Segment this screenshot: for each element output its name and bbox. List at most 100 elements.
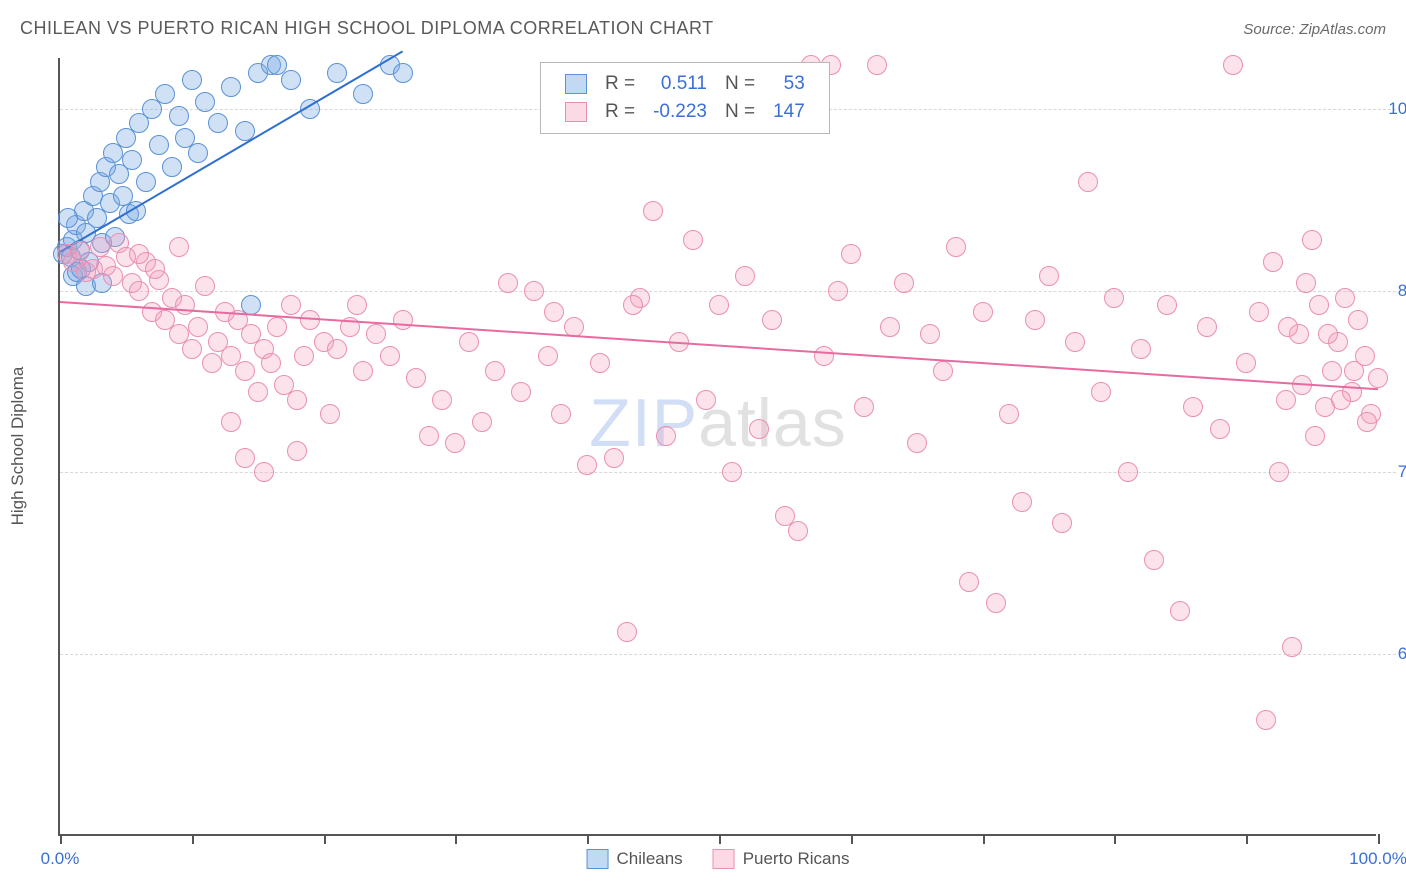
scatter-point xyxy=(281,295,301,315)
scatter-point xyxy=(254,462,274,482)
scatter-point xyxy=(1309,295,1329,315)
scatter-point xyxy=(511,382,531,402)
scatter-point xyxy=(182,70,202,90)
y-tick-label: 100.0% xyxy=(1388,99,1406,119)
scatter-point xyxy=(749,419,769,439)
scatter-point xyxy=(393,63,413,83)
scatter-point xyxy=(762,310,782,330)
scatter-point xyxy=(1276,390,1296,410)
scatter-point xyxy=(683,230,703,250)
scatter-point xyxy=(1157,295,1177,315)
scatter-point xyxy=(1210,419,1230,439)
scatter-point xyxy=(235,448,255,468)
scatter-point xyxy=(1078,172,1098,192)
watermark-zip: ZIP xyxy=(589,385,698,461)
scatter-point xyxy=(735,266,755,286)
scatter-point xyxy=(1331,390,1351,410)
scatter-point xyxy=(538,346,558,366)
watermark-atlas: atlas xyxy=(698,385,847,461)
scatter-point xyxy=(643,201,663,221)
y-tick-label: 87.5% xyxy=(1398,281,1406,301)
n-value: 53 xyxy=(765,71,813,97)
chart-title: CHILEAN VS PUERTO RICAN HIGH SCHOOL DIPL… xyxy=(20,18,714,39)
scatter-point xyxy=(1197,317,1217,337)
scatter-point xyxy=(366,324,386,344)
source-prefix: Source: xyxy=(1243,21,1299,38)
legend-label: Puerto Ricans xyxy=(743,849,850,869)
r-value: 0.511 xyxy=(645,71,715,97)
scatter-point xyxy=(188,143,208,163)
scatter-point xyxy=(577,455,597,475)
x-tick xyxy=(587,834,589,844)
scatter-point xyxy=(1249,302,1269,322)
x-tick-label: 0.0% xyxy=(41,849,80,869)
scatter-point xyxy=(175,295,195,315)
scatter-point xyxy=(999,404,1019,424)
x-tick xyxy=(455,834,457,844)
scatter-point xyxy=(287,441,307,461)
gridline xyxy=(60,291,1396,292)
scatter-point xyxy=(70,241,90,261)
scatter-point xyxy=(347,295,367,315)
scatter-point xyxy=(1025,310,1045,330)
scatter-point xyxy=(1183,397,1203,417)
correlation-legend: R =0.511N =53R =-0.223N =147 xyxy=(540,62,830,134)
scatter-point xyxy=(590,353,610,373)
scatter-point xyxy=(867,55,887,75)
scatter-point xyxy=(604,448,624,468)
scatter-point xyxy=(136,172,156,192)
scatter-point xyxy=(90,237,110,257)
scatter-point xyxy=(208,113,228,133)
scatter-point xyxy=(1296,273,1316,293)
y-axis-label: High School Diploma xyxy=(8,367,28,526)
scatter-point xyxy=(920,324,940,344)
scatter-point xyxy=(327,339,347,359)
scatter-point xyxy=(709,295,729,315)
gridline xyxy=(60,654,1396,655)
scatter-point xyxy=(544,302,564,322)
scatter-point xyxy=(1223,55,1243,75)
legend-label: Chileans xyxy=(617,849,683,869)
scatter-point xyxy=(221,77,241,97)
scatter-point xyxy=(432,390,452,410)
series-legend: Chileans Puerto Ricans xyxy=(587,849,850,869)
scatter-plot-area: ZIPatlas 62.5%75.0%87.5%100.0%0.0%100.0%… xyxy=(58,58,1376,836)
scatter-point xyxy=(235,361,255,381)
scatter-point xyxy=(1131,339,1151,359)
scatter-point xyxy=(129,244,149,264)
scatter-point xyxy=(195,276,215,296)
scatter-point xyxy=(129,281,149,301)
scatter-point xyxy=(195,92,215,112)
scatter-point xyxy=(287,390,307,410)
x-tick xyxy=(851,834,853,844)
scatter-point xyxy=(472,412,492,432)
r-value: -0.223 xyxy=(645,99,715,125)
scatter-point xyxy=(1269,462,1289,482)
x-tick xyxy=(192,834,194,844)
scatter-point xyxy=(1318,324,1338,344)
scatter-point xyxy=(162,157,182,177)
scatter-point xyxy=(294,346,314,366)
source-link[interactable]: ZipAtlas.com xyxy=(1299,21,1386,38)
scatter-point xyxy=(722,462,742,482)
scatter-point xyxy=(1144,550,1164,570)
scatter-point xyxy=(188,317,208,337)
scatter-point xyxy=(393,310,413,330)
n-label: N = xyxy=(717,71,763,97)
scatter-point xyxy=(353,84,373,104)
legend-swatch xyxy=(713,849,735,869)
scatter-point xyxy=(1335,288,1355,308)
scatter-point xyxy=(973,302,993,322)
scatter-point xyxy=(103,266,123,286)
scatter-point xyxy=(1344,361,1364,381)
scatter-point xyxy=(1052,513,1072,533)
r-label: R = xyxy=(597,99,643,125)
scatter-point xyxy=(145,259,165,279)
n-value: 147 xyxy=(765,99,813,125)
scatter-point xyxy=(202,353,222,373)
scatter-point xyxy=(498,273,518,293)
scatter-point xyxy=(1118,462,1138,482)
scatter-point xyxy=(445,433,465,453)
scatter-point xyxy=(1305,426,1325,446)
scatter-point xyxy=(986,593,1006,613)
